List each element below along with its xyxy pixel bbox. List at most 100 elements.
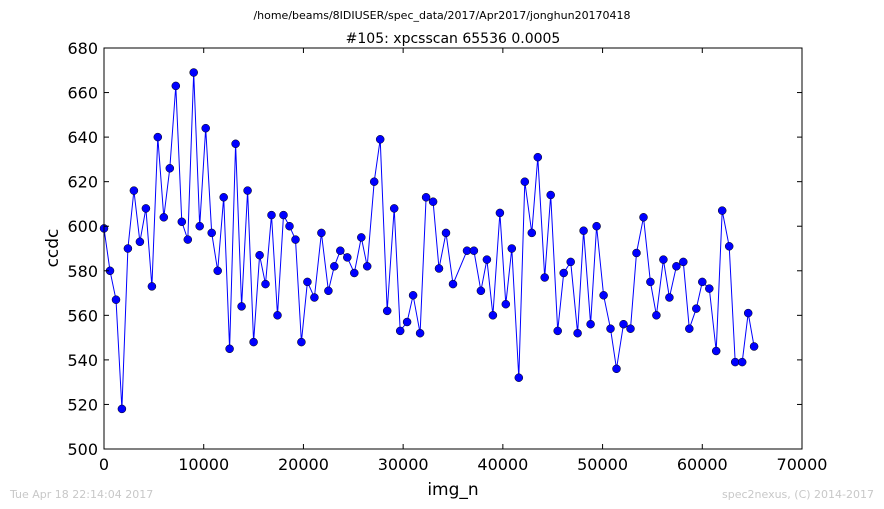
data-point	[415, 328, 425, 338]
y-tick-label: 520	[67, 395, 98, 414]
footer-timestamp: Tue Apr 18 22:14:04 2017	[9, 488, 153, 501]
data-point	[117, 404, 127, 414]
data-point	[685, 324, 694, 333]
data-point	[599, 291, 608, 300]
data-point	[469, 246, 479, 255]
data-point	[737, 357, 747, 367]
data-point	[147, 282, 157, 291]
data-point	[428, 197, 438, 206]
data-point	[672, 262, 681, 271]
data-point	[183, 235, 193, 244]
data-point	[495, 208, 505, 218]
data-point	[566, 257, 575, 267]
data-point	[626, 324, 635, 333]
x-axis-label: img_n	[427, 480, 478, 500]
data-point	[679, 257, 688, 267]
data-point	[362, 262, 372, 271]
data-point	[317, 228, 326, 238]
data-point	[273, 311, 282, 320]
data-point	[219, 193, 228, 202]
data-point	[698, 277, 707, 287]
x-tick-label: 70000	[777, 455, 828, 474]
data-point	[586, 319, 595, 329]
data-point	[533, 152, 543, 162]
series-line	[103, 72, 755, 409]
data-point	[135, 237, 145, 247]
data-point	[476, 286, 486, 296]
data-point	[243, 186, 252, 195]
data-point	[357, 233, 366, 242]
y-tick-label: 660	[67, 84, 98, 103]
data-point	[501, 299, 511, 309]
data-point	[659, 255, 668, 264]
data-point	[213, 266, 222, 276]
data-point	[375, 135, 385, 144]
data-point	[553, 326, 562, 336]
data-point	[724, 242, 734, 251]
data-point	[303, 277, 312, 287]
x-tick-label: 40000	[477, 455, 528, 474]
x-tick-label: 10000	[178, 455, 229, 474]
data-point	[646, 277, 655, 287]
data-point	[514, 373, 524, 382]
data-point	[201, 123, 210, 133]
data-point	[111, 295, 121, 304]
y-tick-label: 580	[67, 262, 98, 281]
y-tick-label: 500	[67, 440, 98, 459]
data-point	[255, 250, 264, 260]
y-tick-label: 620	[67, 173, 98, 192]
data-point	[665, 293, 674, 302]
x-tick-label: 0	[99, 455, 109, 474]
data-point	[743, 308, 753, 318]
data-point	[165, 164, 175, 173]
data-point	[395, 326, 405, 336]
data-point	[441, 228, 451, 238]
data-point	[225, 344, 234, 354]
data-point	[291, 235, 300, 244]
data-point	[520, 177, 530, 186]
y-axis-label: ccdc	[43, 229, 63, 268]
data-point	[369, 177, 379, 186]
y-tick-label: 560	[67, 306, 98, 325]
data-point	[159, 213, 169, 222]
y-tick-label: 600	[67, 217, 98, 236]
chart-title: #105: xpcsscan 65536 0.0005	[346, 31, 561, 47]
data-point	[382, 306, 392, 316]
data-file-path: /home/beams/8IDIUSER/spec_data/2017/Apr2…	[253, 9, 630, 22]
data-point	[171, 81, 181, 91]
data-point	[711, 346, 721, 356]
data-point	[705, 284, 714, 293]
x-tick-label: 60000	[677, 455, 728, 474]
y-axis: 500 520 540 560 580 600 620 640 660 680	[67, 39, 802, 459]
data-point	[343, 253, 352, 262]
data-point	[652, 311, 661, 320]
x-tick-label: 20000	[278, 455, 329, 474]
data-point	[389, 204, 399, 213]
data-point	[540, 273, 549, 282]
data-point	[592, 221, 601, 231]
data-point	[330, 262, 339, 271]
plot-area	[99, 68, 759, 414]
axes-frame	[103, 47, 803, 450]
x-axis: 0 10000 20000 30000 40000 50000 60000 70000	[99, 48, 828, 474]
x-tick-label: 50000	[577, 455, 628, 474]
data-point	[434, 264, 444, 273]
data-point	[297, 337, 306, 347]
y-tick-label: 640	[67, 128, 98, 147]
data-point	[573, 328, 582, 338]
footer-credit: spec2nexus, (C) 2014-2017	[722, 488, 874, 501]
data-point	[177, 217, 187, 227]
data-point	[619, 319, 628, 329]
data-point	[546, 190, 555, 200]
data-point	[579, 226, 588, 235]
data-point	[285, 221, 294, 231]
data-point	[129, 186, 139, 195]
data-point	[527, 228, 537, 238]
y-tick-label: 680	[67, 39, 98, 58]
data-point	[237, 302, 246, 311]
data-point	[488, 311, 498, 320]
data-point	[408, 291, 418, 300]
data-point	[482, 255, 492, 264]
data-point	[639, 213, 648, 222]
data-point	[189, 68, 198, 77]
